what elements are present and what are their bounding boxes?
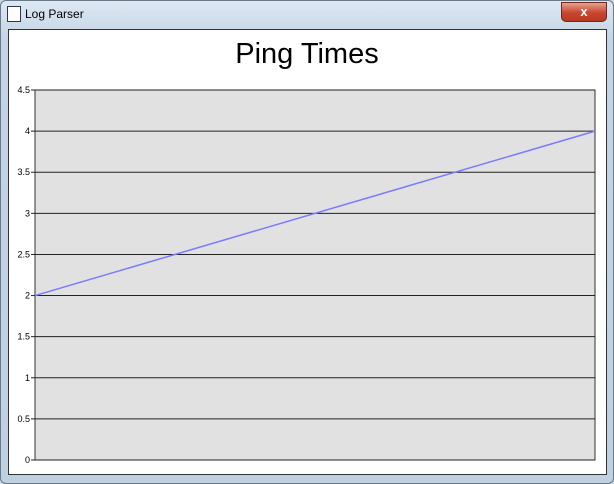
y-tick-label: 1 (25, 373, 30, 383)
plot-area (34, 89, 596, 461)
window-title: Log Parser (25, 7, 84, 21)
y-tick-label: 3 (25, 208, 30, 218)
y-tick-label: 3.5 (17, 167, 30, 177)
y-tick-label: 0.5 (17, 414, 30, 424)
app-icon (7, 6, 21, 22)
y-tick-label: 2 (25, 291, 30, 301)
chart-title: Ping Times (235, 38, 379, 70)
close-button[interactable]: x (561, 2, 607, 22)
y-tick-label: 0 (25, 455, 30, 465)
y-tick-label: 1.5 (17, 332, 30, 342)
y-tick-label: 4.5 (17, 85, 30, 95)
series-line (34, 130, 596, 297)
y-tick-label: 2.5 (17, 249, 30, 259)
y-tick-label: 4 (25, 126, 30, 136)
